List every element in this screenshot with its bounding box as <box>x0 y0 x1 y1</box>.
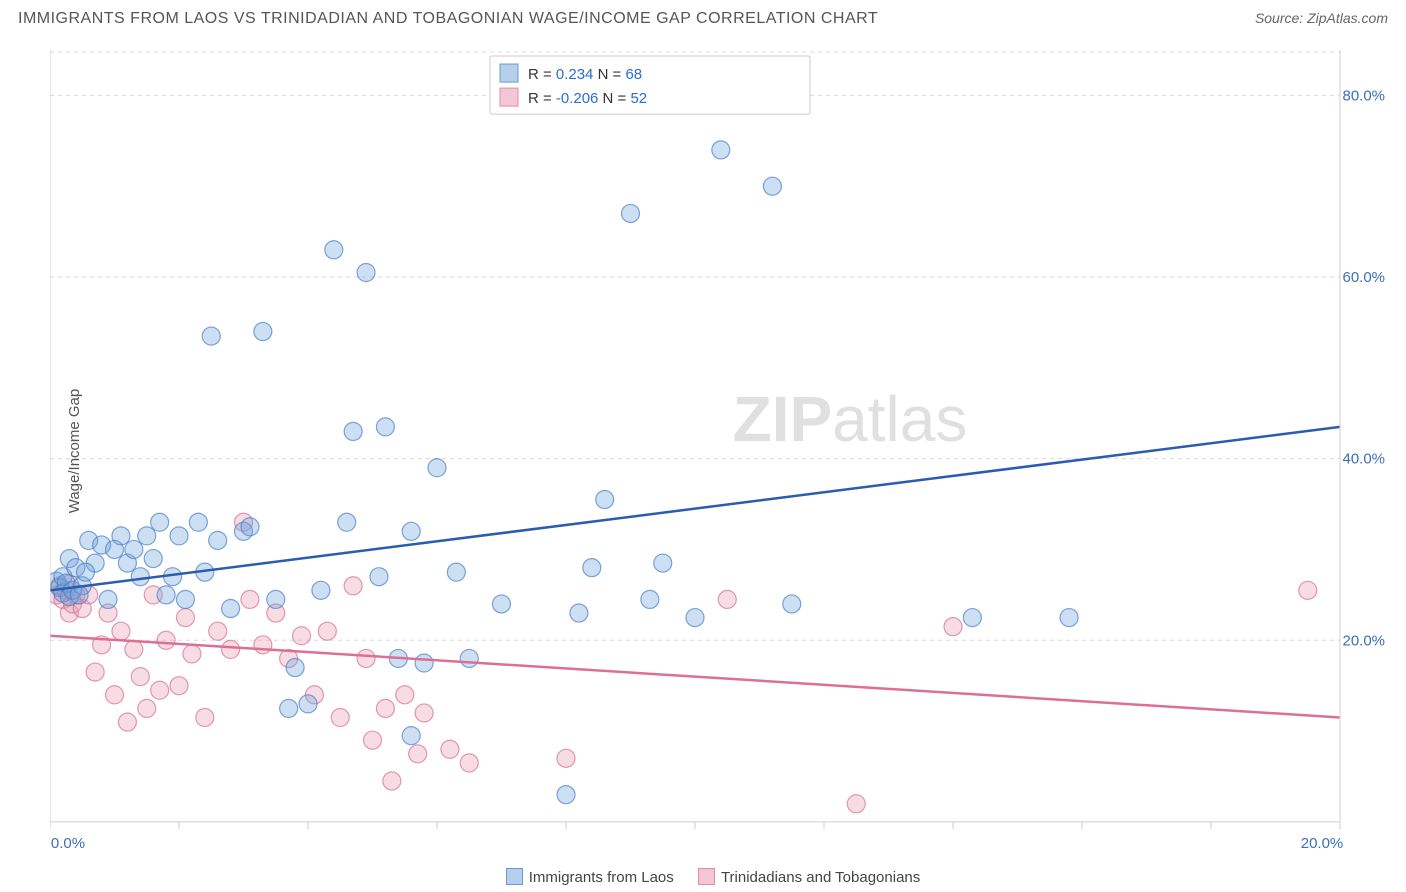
svg-text:R = -0.206 N = 52: R = -0.206 N = 52 <box>528 90 647 107</box>
source-prefix: Source: <box>1255 10 1307 26</box>
source-label: Source: ZipAtlas.com <box>1255 10 1388 26</box>
svg-text:80.0%: 80.0% <box>1343 87 1385 104</box>
y-axis-label: Wage/Income Gap <box>66 389 83 514</box>
svg-text:40.0%: 40.0% <box>1343 451 1385 468</box>
scatter-plot: ZIPatlas 0.0%20.0% 20.0%40.0%60.0%80.0% … <box>50 50 1388 852</box>
svg-text:0.0%: 0.0% <box>51 835 85 852</box>
watermark: ZIPatlas <box>733 383 968 455</box>
svg-text:R = 0.234 N = 68: R = 0.234 N = 68 <box>528 66 642 83</box>
svg-text:60.0%: 60.0% <box>1343 269 1385 286</box>
legend-label-b: Trinidadians and Tobagonians <box>721 869 920 886</box>
correlation-legend: R = 0.234 N = 68 R = -0.206 N = 52 <box>490 56 810 114</box>
chart-title: IMMIGRANTS FROM LAOS VS TRINIDADIAN AND … <box>18 10 878 28</box>
series-legend: Immigrants from Laos Trinidadians and To… <box>0 868 1406 886</box>
swatch-series-b <box>698 868 715 885</box>
legend-label-a: Immigrants from Laos <box>529 869 674 886</box>
svg-text:20.0%: 20.0% <box>1343 632 1385 649</box>
source-link[interactable]: ZipAtlas.com <box>1307 10 1388 26</box>
chart-area: Wage/Income Gap ZIPatlas 0.0% 20.0% 20.0%… <box>50 50 1388 852</box>
swatch-series-a <box>506 868 523 885</box>
svg-text:20.0%: 20.0% <box>1301 835 1343 852</box>
